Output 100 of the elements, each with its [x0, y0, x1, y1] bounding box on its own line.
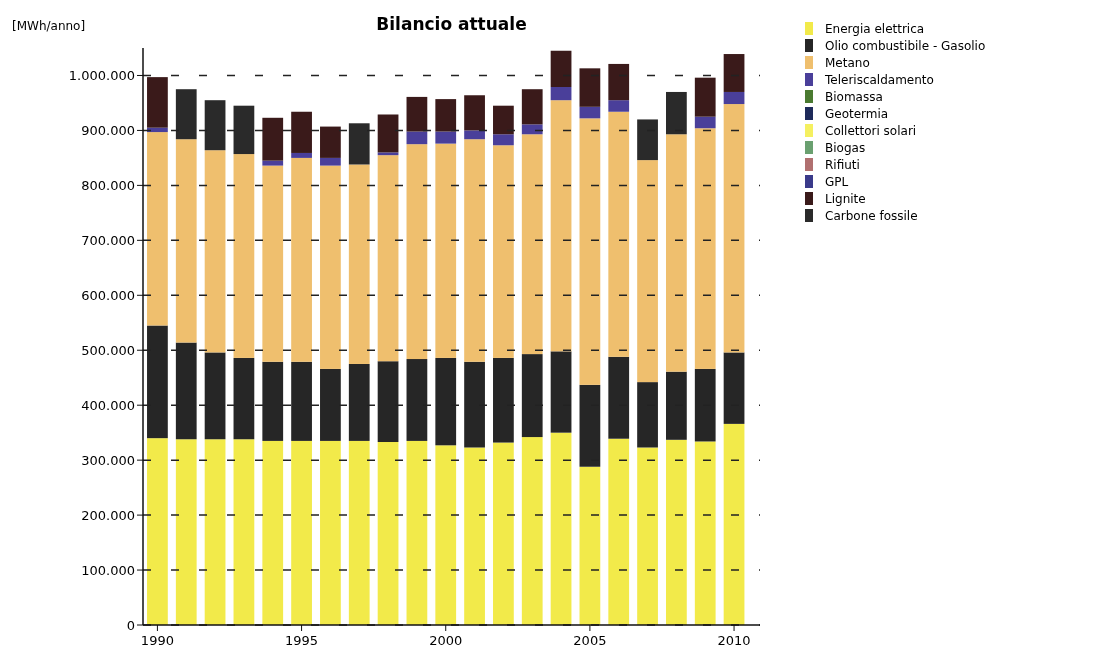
bar [406, 440, 428, 625]
bar [233, 154, 255, 358]
bar [723, 91, 745, 105]
bar [262, 160, 284, 166]
bar [147, 77, 168, 128]
legend-label: Biogas [825, 141, 866, 155]
bar [521, 134, 543, 355]
bar [579, 118, 601, 385]
bar [377, 155, 399, 362]
bar [291, 152, 312, 158]
y-tick-label: 1.000.000 [68, 68, 135, 84]
y-tick-label: 900.000 [81, 122, 135, 138]
bar [493, 105, 514, 135]
bar [435, 99, 457, 132]
y-tick-label: 200.000 [81, 507, 135, 523]
bar [493, 145, 514, 358]
bar [291, 157, 312, 362]
bar [464, 95, 485, 131]
bar [521, 437, 543, 625]
bar [521, 89, 543, 125]
bar [608, 111, 630, 357]
bar [291, 440, 312, 625]
legend-label: Biomassa [825, 90, 883, 104]
bar [147, 438, 168, 625]
bar [521, 124, 543, 135]
chart-title: Bilancio attuale [376, 14, 527, 34]
bar [637, 160, 658, 383]
bar [262, 165, 284, 362]
bar [377, 114, 399, 153]
bar [550, 100, 572, 352]
x-tick-label: 1990 [140, 633, 174, 648]
legend-label: Lignite [825, 192, 866, 206]
bar [694, 116, 716, 129]
bar [723, 104, 745, 353]
bar [204, 150, 226, 353]
bar [377, 442, 399, 625]
y-tick-label: 300.000 [81, 452, 135, 468]
y-tick-label: 100.000 [81, 562, 135, 578]
bar [320, 126, 341, 158]
bar [694, 128, 716, 369]
bar [464, 130, 485, 140]
bar [435, 131, 457, 144]
bar [464, 139, 485, 362]
y-tick-label: 400.000 [81, 397, 135, 413]
bar [435, 143, 457, 358]
legend-label: Metano [825, 56, 870, 70]
bar [262, 117, 284, 161]
bar [348, 164, 370, 364]
bar [320, 157, 341, 166]
bar [348, 440, 370, 625]
bar [550, 50, 572, 88]
x-tick-label: 2000 [429, 633, 463, 648]
bar [608, 100, 630, 112]
bar [464, 447, 485, 625]
legend-label: Rifiuti [825, 158, 860, 172]
bar [723, 54, 745, 92]
bar [320, 165, 341, 369]
legend-label: Carbone fossile [825, 209, 918, 223]
bar [608, 438, 630, 625]
y-tick-label: 700.000 [81, 232, 135, 248]
bar [579, 106, 601, 119]
bar [550, 432, 572, 625]
bar [694, 441, 716, 625]
bar [579, 466, 601, 625]
bar [406, 96, 428, 132]
bar [320, 440, 341, 625]
legend-label: Energia elettrica [825, 22, 925, 36]
bar [204, 439, 226, 625]
bar [579, 68, 601, 107]
legend-label: GPL [825, 175, 849, 189]
x-tick-label: 2005 [573, 633, 607, 648]
legend-label: Olio combustibile - Gasolio [825, 39, 986, 53]
bar [723, 423, 745, 625]
bar [175, 139, 197, 343]
x-tick-label: 1995 [285, 633, 319, 648]
bar [493, 442, 514, 625]
bar [406, 131, 428, 145]
bar [147, 132, 168, 326]
bar [637, 447, 658, 625]
y-tick-label: 500.000 [81, 342, 135, 358]
bar [175, 439, 197, 625]
legend-label: Geotermia [825, 107, 889, 121]
bar [233, 439, 255, 625]
bar [291, 111, 312, 153]
legend-label: Collettori solari [825, 124, 917, 138]
y-tick-label: 0 [126, 617, 135, 633]
y-tick-label: 600.000 [81, 287, 135, 303]
bar [262, 440, 284, 625]
bar [435, 445, 457, 625]
bar [550, 87, 572, 101]
bar [493, 134, 514, 146]
bar [666, 439, 687, 625]
x-tick-label: 2010 [717, 633, 751, 648]
bar [608, 63, 630, 101]
legend-label: Teleriscaldamento [824, 73, 934, 87]
y-axis-title: [MWh/anno] [12, 19, 86, 33]
bar [377, 152, 399, 156]
bar [694, 77, 716, 117]
bar [406, 144, 428, 360]
bar [666, 134, 687, 372]
